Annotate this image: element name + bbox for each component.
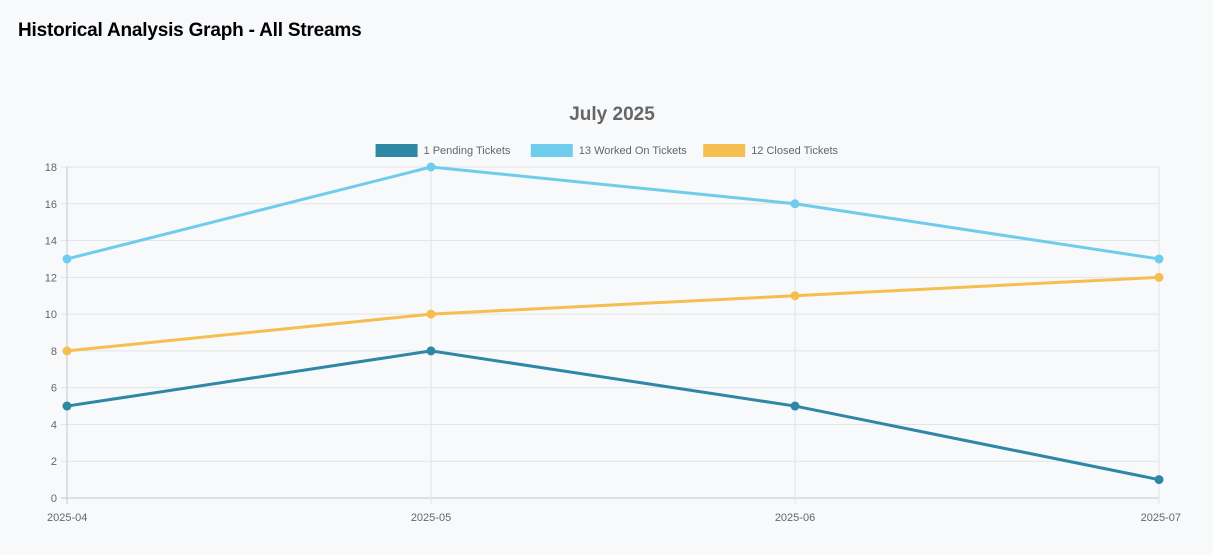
legend-label: 13 Worked On Tickets <box>579 145 688 157</box>
series-line <box>65 165 1161 261</box>
y-tick-label: 6 <box>51 383 57 395</box>
y-tick-label: 4 <box>51 419 57 431</box>
data-point <box>62 254 72 264</box>
legend: 1 Pending Tickets 13 Worked On Tickets 12 … <box>375 144 839 157</box>
data-point <box>790 199 800 209</box>
y-tick-label: 8 <box>51 346 57 358</box>
series-line <box>65 349 1161 482</box>
x-tick-label: 2025-07 <box>1141 512 1181 524</box>
data-point <box>426 309 436 319</box>
series-line <box>65 275 1161 353</box>
legend-swatch <box>375 144 418 157</box>
data-point <box>62 401 72 411</box>
grid-layer <box>61 166 1160 504</box>
data-point <box>1154 272 1164 282</box>
y-tick-label: 0 <box>51 493 57 505</box>
page-title: Historical Analysis Graph - All Streams <box>18 20 362 41</box>
y-tick-label: 2 <box>51 456 57 468</box>
legend-swatch <box>703 144 746 157</box>
x-tick-label: 2025-05 <box>411 512 451 524</box>
y-tick-label: 12 <box>45 272 57 284</box>
axis-layer: 0 2 4 6 8 10 12 14 16 18 2025-04 2025-05 2025-06 2025… <box>45 162 1181 524</box>
data-point <box>426 346 436 356</box>
data-point <box>1154 475 1164 485</box>
legend-label: 12 Closed Tickets <box>751 145 838 157</box>
x-tick-label: 2025-04 <box>47 512 87 524</box>
data-point <box>1154 254 1164 264</box>
legend-label: 1 Pending Tickets <box>424 145 511 157</box>
y-tick-label: 16 <box>45 199 57 211</box>
series-layer <box>62 162 1164 485</box>
chart-title: July 2025 <box>569 104 655 125</box>
legend-swatch <box>530 144 573 157</box>
y-tick-label: 14 <box>45 236 57 248</box>
x-tick-label: 2025-06 <box>775 512 815 524</box>
data-point <box>62 346 72 356</box>
y-tick-label: 18 <box>45 162 57 174</box>
data-point <box>790 291 800 301</box>
data-point <box>426 162 436 172</box>
y-tick-label: 10 <box>45 309 57 321</box>
data-point <box>790 401 800 411</box>
